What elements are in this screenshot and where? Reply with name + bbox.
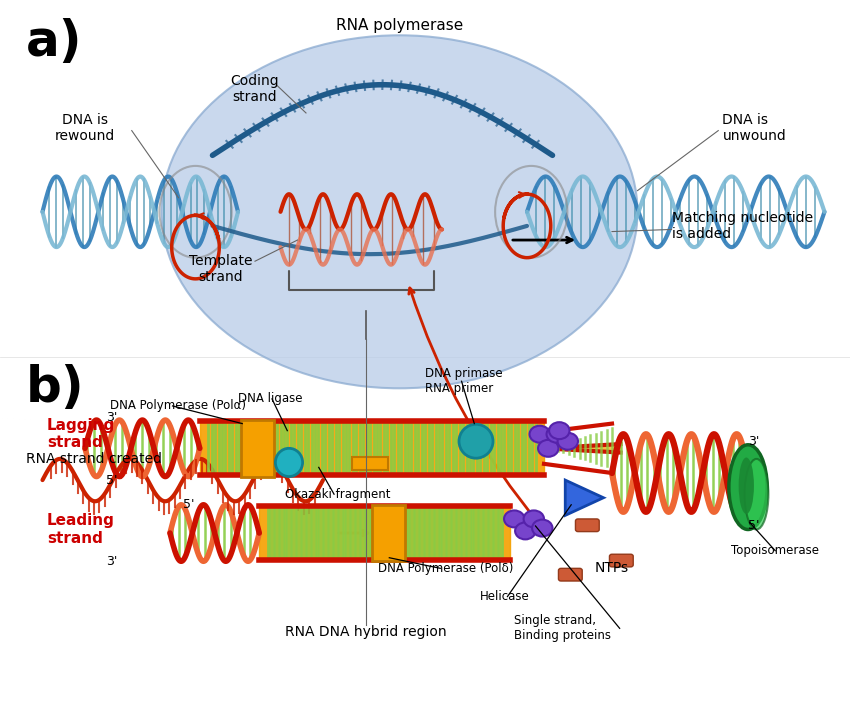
Ellipse shape	[745, 459, 768, 530]
FancyBboxPatch shape	[558, 568, 582, 581]
Circle shape	[532, 520, 552, 537]
Text: RNA strand created: RNA strand created	[26, 452, 162, 466]
Text: a): a)	[26, 18, 82, 66]
Text: DNA primase
RNA primer: DNA primase RNA primer	[425, 367, 502, 395]
Text: Single strand,
Binding proteins: Single strand, Binding proteins	[514, 614, 611, 642]
Text: DNA is
rewound: DNA is rewound	[55, 113, 115, 143]
Text: DNA ligase: DNA ligase	[238, 393, 303, 405]
Text: b): b)	[26, 364, 84, 412]
Circle shape	[504, 510, 524, 527]
Ellipse shape	[162, 35, 638, 388]
Polygon shape	[565, 480, 604, 515]
Text: 3': 3'	[106, 412, 117, 424]
Text: RNA polymerase: RNA polymerase	[336, 18, 463, 32]
Circle shape	[549, 422, 570, 439]
Text: 3': 3'	[106, 555, 117, 568]
Ellipse shape	[275, 448, 303, 477]
FancyBboxPatch shape	[241, 420, 274, 477]
Text: 3': 3'	[748, 435, 759, 448]
Circle shape	[524, 510, 544, 527]
Ellipse shape	[459, 424, 493, 458]
Text: Coding
strand: Coding strand	[230, 74, 280, 104]
Ellipse shape	[739, 457, 754, 514]
Text: Template
strand: Template strand	[190, 254, 252, 285]
Circle shape	[515, 522, 536, 539]
Text: 5': 5'	[748, 520, 760, 532]
FancyBboxPatch shape	[609, 554, 633, 567]
Text: 5': 5'	[183, 498, 195, 511]
Circle shape	[547, 426, 567, 443]
Text: DNA Polymerase (Polα): DNA Polymerase (Polα)	[110, 400, 246, 412]
FancyBboxPatch shape	[575, 519, 599, 532]
Text: DNA Polymerase (Polδ): DNA Polymerase (Polδ)	[378, 562, 513, 575]
Text: Matching nucleotide
is added: Matching nucleotide is added	[672, 211, 813, 241]
Circle shape	[530, 426, 550, 443]
Circle shape	[558, 433, 578, 450]
Text: Leading
strand: Leading strand	[47, 513, 115, 546]
Text: Topoisomerase: Topoisomerase	[731, 544, 819, 557]
Text: Lagging
strand: Lagging strand	[47, 418, 115, 450]
Ellipse shape	[728, 445, 767, 530]
Text: NTPs: NTPs	[595, 561, 629, 575]
Circle shape	[538, 440, 558, 457]
Text: Okazaki fragment: Okazaki fragment	[285, 488, 390, 501]
Text: Helicase: Helicase	[480, 590, 530, 603]
Text: RNA DNA hybrid region: RNA DNA hybrid region	[285, 625, 446, 639]
Text: 5': 5'	[106, 474, 118, 486]
FancyBboxPatch shape	[352, 457, 388, 470]
Text: DNA is
unwound: DNA is unwound	[722, 113, 786, 143]
FancyBboxPatch shape	[372, 505, 405, 561]
